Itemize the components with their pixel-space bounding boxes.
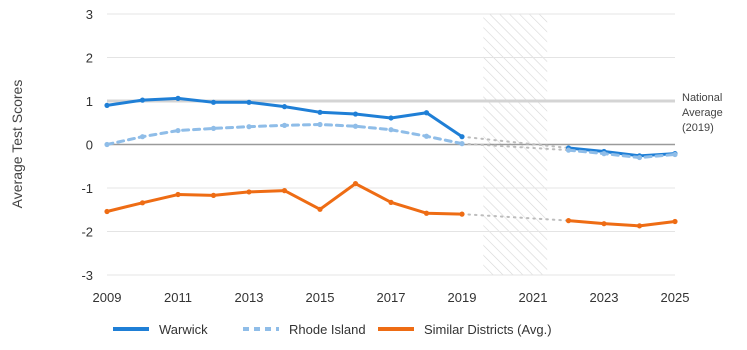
- data-point: [210, 99, 217, 105]
- x-tick-label: 2013: [235, 290, 264, 305]
- gap-connector: [461, 142, 570, 152]
- data-point: [388, 115, 394, 121]
- x-tick-label: 2025: [661, 290, 690, 305]
- data-point: [281, 122, 288, 128]
- gap-connector: [461, 213, 570, 222]
- data-point: [601, 221, 607, 227]
- y-tick-label: 0: [86, 138, 93, 153]
- data-point: [423, 110, 430, 116]
- y-tick-label: -2: [81, 225, 93, 240]
- series-line: [567, 219, 677, 228]
- data-point: [672, 218, 678, 225]
- data-point: [317, 121, 323, 128]
- data-point: [636, 223, 643, 229]
- national-average-label: National: [682, 92, 722, 104]
- y-tick-label: 1: [86, 94, 93, 109]
- data-point: [352, 123, 359, 129]
- y-tick-label: 3: [86, 7, 93, 22]
- data-point: [459, 134, 465, 140]
- data-point: [210, 125, 217, 132]
- x-tick-label: 2019: [448, 290, 477, 305]
- national-average-label: (2019): [682, 122, 714, 134]
- data-point: [672, 151, 678, 158]
- x-tick-label: 2017: [377, 290, 406, 305]
- legend-label: Warwick: [159, 322, 208, 337]
- data-point: [459, 211, 465, 217]
- data-point: [636, 154, 643, 161]
- data-point: [246, 189, 252, 195]
- y-tick-label: -3: [81, 268, 93, 283]
- y-tick-label: 2: [86, 51, 93, 66]
- national-average-label: Average: [682, 107, 723, 119]
- gap-connector: [461, 135, 570, 149]
- x-tick-label: 2011: [164, 290, 192, 305]
- data-point: [139, 97, 146, 103]
- data-point: [459, 141, 465, 147]
- data-point: [281, 188, 288, 194]
- data-point: [317, 109, 323, 115]
- data-point: [104, 208, 110, 215]
- data-point: [175, 95, 181, 101]
- data-point: [175, 191, 181, 198]
- data-point: [601, 151, 607, 157]
- data-point: [388, 127, 394, 133]
- x-tick-label: 2023: [590, 290, 619, 305]
- x-tick-label: 2015: [306, 290, 335, 305]
- data-point: [139, 134, 146, 140]
- data-point: [139, 200, 146, 206]
- x-tick-label: 2009: [93, 290, 122, 305]
- data-point: [210, 192, 217, 198]
- data-point: [104, 102, 110, 108]
- series-line: [567, 148, 677, 160]
- y-axis-title: Average Test Scores: [9, 80, 25, 209]
- data-point: [388, 199, 394, 205]
- x-tick-label: 2021: [519, 290, 548, 305]
- data-point: [317, 206, 323, 212]
- data-point: [246, 124, 252, 130]
- data-point: [423, 133, 430, 139]
- data-point: [175, 127, 181, 134]
- legend-label: Similar Districts (Avg.): [424, 322, 552, 337]
- data-point: [246, 99, 252, 105]
- data-point: [352, 111, 359, 117]
- data-point: [565, 218, 572, 224]
- data-point: [104, 141, 110, 148]
- data-point: [281, 104, 288, 110]
- data-point: [352, 181, 359, 187]
- y-tick-label: -1: [81, 181, 93, 196]
- data-point: [423, 210, 430, 216]
- data-point: [565, 147, 572, 153]
- legend-label: Rhode Island: [289, 322, 366, 337]
